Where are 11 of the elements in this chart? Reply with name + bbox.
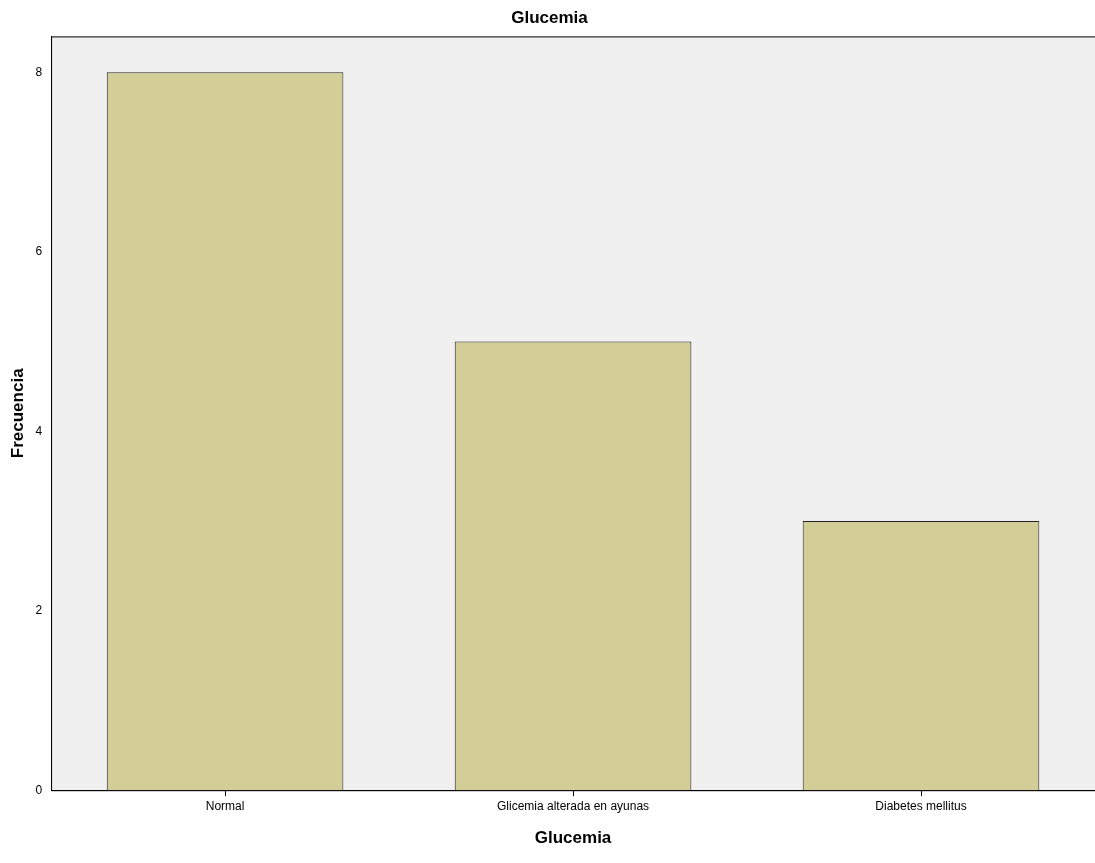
y-tick-label: 8 (35, 64, 43, 79)
y-tick-label: 2 (35, 603, 43, 618)
y-tick-label: 6 (35, 244, 43, 259)
y-tick-label: 4 (35, 423, 43, 438)
y-axis-title: Frecuencia (7, 367, 27, 459)
x-tick-label: Diabetes mellitus (875, 798, 967, 813)
x-tick-label: Glicemia alterada en ayunas (496, 798, 650, 813)
x-tick-label: Normal (205, 798, 245, 813)
x-axis-title: Glucemia (534, 828, 612, 848)
y-tick-label: 0 (35, 782, 43, 797)
chart-title: Glucemia (511, 7, 589, 27)
